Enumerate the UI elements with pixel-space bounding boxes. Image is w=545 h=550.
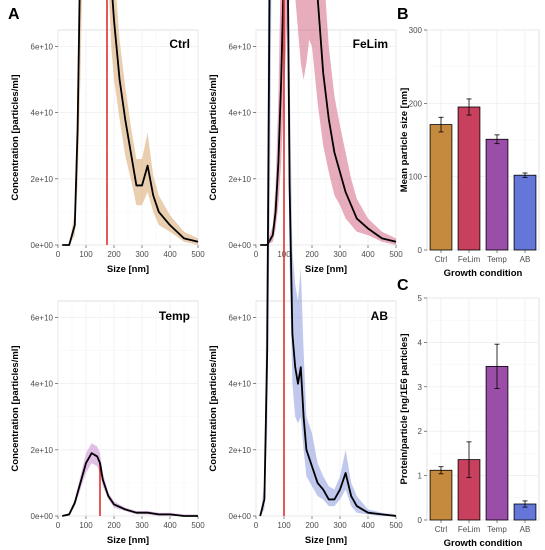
x-tick-label: 200 <box>107 250 121 259</box>
bar-ab <box>513 174 537 251</box>
bar-felim <box>457 106 481 251</box>
y-tick-label: 300 <box>409 26 423 35</box>
y-tick-label: 200 <box>409 99 423 108</box>
y-axis-title: Concentration [particles/ml] <box>208 74 219 200</box>
x-axis-title: Size [nm] <box>305 535 347 546</box>
confidence-band <box>260 0 396 245</box>
x-tick-label: 200 <box>305 521 319 530</box>
y-axis-title: Concentration [particles/ml] <box>10 345 21 471</box>
x-tick-label: 100 <box>277 521 291 530</box>
y-tick-label: 6e+10 <box>31 314 54 323</box>
y-tick-label: 4e+10 <box>31 380 54 389</box>
y-tick-label: 0 <box>418 516 423 525</box>
x-axis-title: Size [nm] <box>107 264 149 275</box>
category-label: AB <box>520 255 531 264</box>
mean-concentration-line <box>259 0 397 517</box>
y-tick-label: 0e+00 <box>31 241 54 250</box>
y-tick-label: 3 <box>418 383 423 392</box>
y-tick-label: 2e+10 <box>229 446 252 455</box>
y-tick-label: 2e+10 <box>229 175 252 184</box>
y-tick-label: 1 <box>418 472 423 481</box>
y-tick-label: 2e+10 <box>31 446 54 455</box>
x-tick-label: 500 <box>389 250 403 259</box>
y-tick-label: 100 <box>409 173 423 182</box>
x-tick-label: 0 <box>56 521 61 530</box>
category-label: Temp <box>487 525 507 534</box>
x-axis-title: Growth condition <box>444 268 523 279</box>
x-tick-label: 200 <box>107 521 121 530</box>
nta-panel-felim: 01002003004005000e+002e+104e+106e+10FeLi… <box>208 0 403 275</box>
y-axis-title: Protein/particle [ng/1E6 particles] <box>399 334 410 485</box>
x-tick-label: 300 <box>333 250 347 259</box>
panel-title: Temp <box>159 309 190 323</box>
x-axis-title: Size [nm] <box>107 535 149 546</box>
y-tick-label: 2e+10 <box>31 175 54 184</box>
panel-letter-b: B <box>397 6 409 23</box>
confidence-band <box>62 443 199 516</box>
panel-title: Ctrl <box>169 37 190 51</box>
x-tick-label: 400 <box>361 521 375 530</box>
category-label: FeLim <box>458 525 481 534</box>
category-label: Ctrl <box>435 255 448 264</box>
x-tick-label: 0 <box>56 250 61 259</box>
x-tick-label: 300 <box>333 521 347 530</box>
panel-letter-a: A <box>8 6 20 23</box>
bar-temp <box>485 138 509 251</box>
x-axis-title: Size [nm] <box>305 264 347 275</box>
x-tick-label: 400 <box>163 250 177 259</box>
panel-title: FeLim <box>353 37 388 51</box>
y-tick-label: 2 <box>418 427 423 436</box>
category-label: FeLim <box>458 255 481 264</box>
x-tick-label: 0 <box>254 250 259 259</box>
x-tick-label: 0 <box>254 521 259 530</box>
mean-concentration-line <box>62 0 199 246</box>
bar-temp <box>485 365 509 521</box>
y-tick-label: 4 <box>418 338 423 347</box>
confidence-band <box>260 0 396 516</box>
y-tick-label: 5 <box>418 294 423 303</box>
mean-concentration-line <box>260 0 397 246</box>
y-tick-label: 4e+10 <box>31 109 54 118</box>
y-tick-label: 4e+10 <box>229 380 252 389</box>
category-label: Temp <box>487 255 507 264</box>
y-axis-title: Mean particle size [nm] <box>399 88 410 193</box>
x-tick-label: 500 <box>191 250 205 259</box>
y-tick-label: 6e+10 <box>229 314 252 323</box>
y-tick-label: 0e+00 <box>31 512 54 521</box>
nta-panel-temp: 0 100 200 300 400 500 0e+00 2e+10 4e+10 6e+10 Temp… <box>10 300 205 546</box>
y-tick-label: 0e+00 <box>229 512 252 521</box>
x-axis-title: Growth condition <box>444 538 523 549</box>
x-tick-label: 300 <box>135 521 149 530</box>
x-tick-label: 100 <box>79 250 93 259</box>
y-tick-label: 6e+10 <box>31 43 54 52</box>
nta-panel-ab: 0 100 200 300 400 500 0e+00 2e+10 4e+10 6e+10 AB Si… <box>208 0 403 546</box>
category-label: AB <box>520 525 531 534</box>
panel-title: AB <box>371 309 389 323</box>
x-tick-label: 400 <box>361 250 375 259</box>
mean-size-bar-chart: 0 100 200 300 Ctrl FeLim Temp AB Growth conditio… <box>399 26 540 279</box>
confidence-band <box>62 0 198 245</box>
panel-letter-c: C <box>397 277 409 294</box>
x-tick-label: 100 <box>79 521 93 530</box>
y-axis-title: Concentration [particles/ml] <box>208 345 219 471</box>
y-tick-label: 4e+10 <box>229 109 252 118</box>
bar-ctrl <box>429 124 453 251</box>
protein-per-particle-bar-chart: 0 1 2 3 4 5 Ctrl FeLim Temp AB Growth condition Pro… <box>399 294 540 549</box>
x-tick-label: 500 <box>389 521 403 530</box>
x-tick-label: 400 <box>163 521 177 530</box>
y-tick-label: 6e+10 <box>229 43 252 52</box>
bar-ctrl <box>429 469 453 521</box>
x-tick-label: 500 <box>191 521 205 530</box>
y-axis-title: Concentration [particles/ml] <box>10 74 21 200</box>
x-tick-label: 300 <box>135 250 149 259</box>
nta-panel-ctrl: 0 100 200 300 400 500 0e+00 2e+10 4e+10 6e+10 Ctrl… <box>10 0 205 275</box>
y-tick-label: 0e+00 <box>229 241 252 250</box>
y-tick-label: 0 <box>418 246 423 255</box>
mean-concentration-line <box>61 452 198 517</box>
x-tick-label: 200 <box>305 250 319 259</box>
category-label: Ctrl <box>435 525 448 534</box>
